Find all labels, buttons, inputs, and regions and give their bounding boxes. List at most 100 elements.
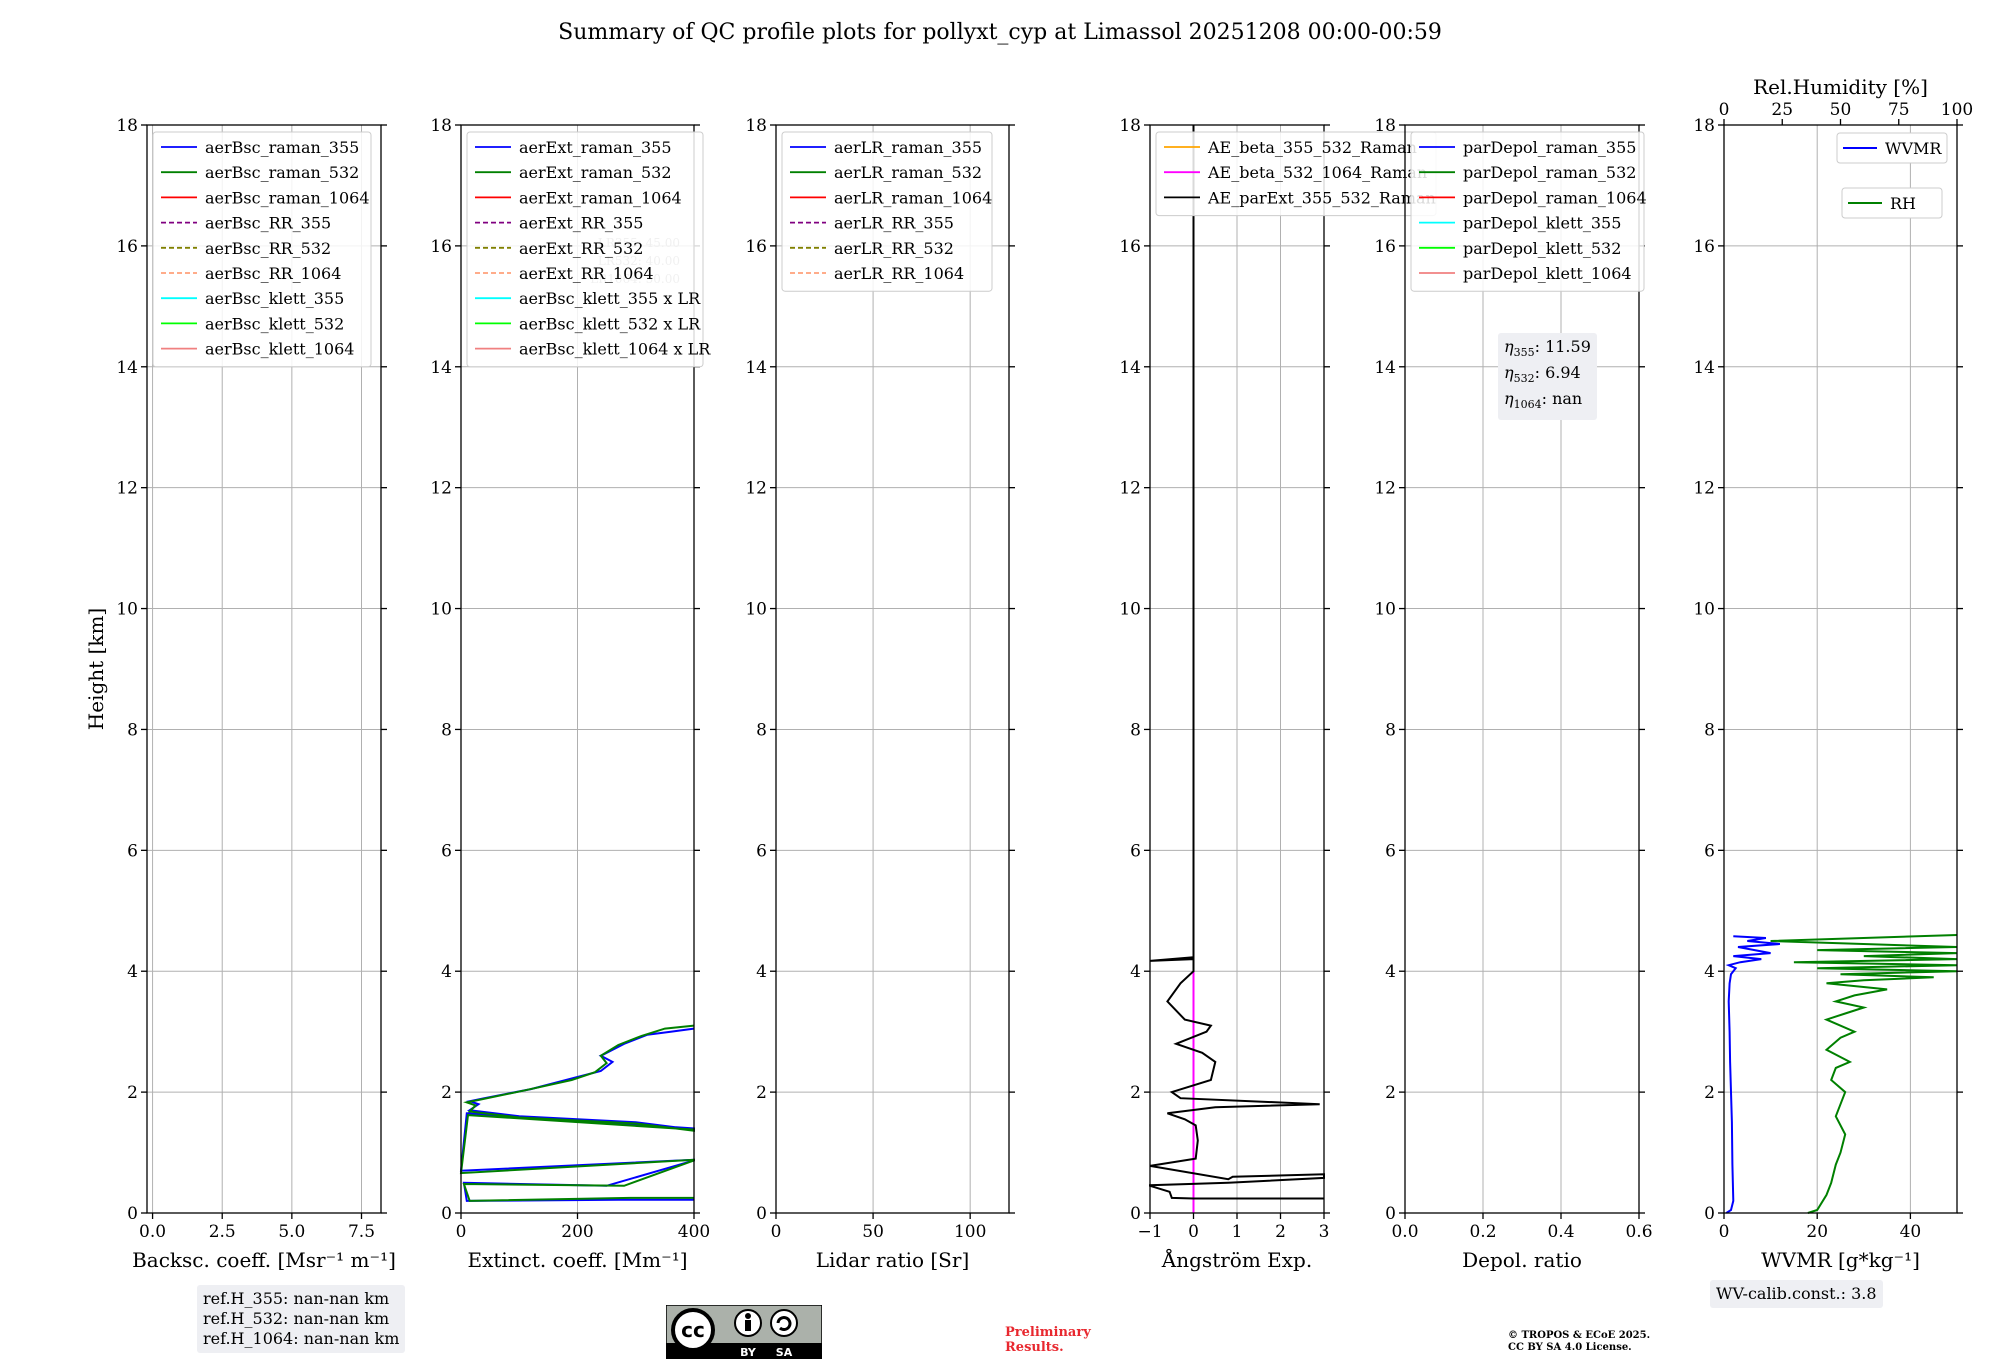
- x-tick-label: 2: [1275, 1222, 1286, 1242]
- y-tick-label: 14: [116, 358, 138, 378]
- x-tick-label: −1: [1137, 1222, 1162, 1242]
- y-tick-label: 14: [745, 358, 767, 378]
- x-tick-label: 20: [1806, 1222, 1828, 1242]
- x2-tick-label: 25: [1771, 100, 1793, 120]
- figure-title: Summary of QC profile plots for pollyxt_…: [558, 20, 1442, 45]
- y-tick-label: 10: [116, 600, 138, 620]
- legend-label: aerBsc_raman_355: [205, 138, 359, 157]
- eta-annotation-box: η355: 11.59 η532: 6.94 η1064: nan: [1498, 333, 1597, 420]
- eta-355: η355: 11.59: [1504, 337, 1591, 360]
- cc-license-badge: cc BY SA: [665, 1304, 823, 1363]
- cc-text: cc: [681, 1318, 705, 1342]
- y-tick-label: 16: [1374, 237, 1396, 257]
- y-tick-label: 8: [756, 720, 767, 740]
- legend-wv-0: WVMR: [1836, 132, 1948, 164]
- legend-label: aerExt_RR_1064: [519, 264, 654, 283]
- legend-ext: aerExt_raman_355 aerExt_raman_532 aerExt_r…: [466, 131, 711, 368]
- axes-frame: [775, 124, 1010, 1214]
- x2-tick-label: 100: [1941, 100, 1973, 120]
- panel-depol: 0 2 4 6 8 10 12 14 16 18 0.0 0.2 0.4 0.6 Depol. ratio p…: [1374, 116, 1652, 1272]
- x-tick-label: 0: [1719, 1222, 1730, 1242]
- y-tick-label: 8: [1385, 720, 1396, 740]
- legend-label: aerBsc_RR_532: [205, 239, 331, 258]
- sa-text: SA: [776, 1346, 793, 1359]
- legend-label: AE_beta_355_532_Raman: [1207, 138, 1417, 157]
- ref-height-1064: ref.H_1064: nan-nan km: [203, 1329, 400, 1348]
- series-WVMR: [1725, 935, 1780, 1214]
- axes-frame: [146, 124, 382, 1214]
- legend-label: WVMR: [1885, 139, 1942, 158]
- y-tick-label: 6: [1385, 841, 1396, 861]
- legend-label: aerBsc_klett_1064 x LR: [519, 340, 711, 359]
- y-tick-label: 2: [441, 1083, 452, 1103]
- legend-label: aerLR_raman_355: [834, 138, 982, 157]
- legend-label: parDepol_raman_355: [1463, 138, 1636, 157]
- y-tick-label: 18: [1374, 116, 1396, 136]
- x2-tick-label: 0: [1719, 100, 1730, 120]
- legend-box: [1841, 187, 1943, 219]
- x-tick-label: 0.2: [1469, 1222, 1496, 1242]
- y-tick-label: 14: [1693, 358, 1715, 378]
- sa-icon: [770, 1309, 798, 1337]
- x-axis-label: Ångström Exp.: [1161, 1247, 1312, 1272]
- axes-frame: [1404, 124, 1640, 1214]
- y-tick-label: 16: [1693, 237, 1715, 257]
- preliminary-note: Preliminary Results.: [1005, 1325, 1091, 1355]
- y-tick-label: 2: [1130, 1083, 1141, 1103]
- legend-label: parDepol_klett_355: [1463, 214, 1621, 233]
- y-tick-label: 8: [441, 720, 452, 740]
- legend-label: aerBsc_klett_355 x LR: [519, 289, 701, 308]
- x-tick-label: 50: [862, 1222, 884, 1242]
- legend-label: aerExt_raman_1064: [519, 188, 682, 207]
- legend-label: aerExt_RR_532: [519, 239, 643, 258]
- x-tick-label: 0.4: [1547, 1222, 1574, 1242]
- legend-label: aerLR_RR_355: [834, 214, 954, 233]
- y-tick-label: 4: [1130, 962, 1141, 982]
- y-tick-label: 0: [127, 1204, 138, 1224]
- legend-label: AE_beta_532_1064_Raman: [1207, 163, 1427, 182]
- legend-label: aerBsc_raman_532: [205, 163, 359, 182]
- x-tick-label: 100: [954, 1222, 986, 1242]
- y-tick-label: 6: [1130, 841, 1141, 861]
- x-tick-label: 0.6: [1625, 1222, 1652, 1242]
- y-tick-label: 4: [756, 962, 767, 982]
- eta-532: η532: 6.94: [1504, 363, 1581, 386]
- legend-label: aerExt_raman_355: [519, 138, 672, 157]
- series-aerExt_raman_532: [459, 1024, 695, 1202]
- x2-tick-label: 50: [1830, 100, 1852, 120]
- series-AE_parExt_355_532_Raman: [1149, 125, 1325, 1200]
- y-tick-label: 12: [430, 479, 452, 499]
- x-tick-label: 400: [678, 1222, 710, 1242]
- wv-calib-box: WV-calib.const.: 3.8: [1710, 1280, 1883, 1308]
- y-tick-label: 16: [1119, 237, 1141, 257]
- y-tick-label: 2: [1385, 1083, 1396, 1103]
- legend-label: aerLR_RR_532: [834, 239, 954, 258]
- legend-label: aerBsc_klett_532: [205, 314, 344, 333]
- by-text: BY: [740, 1346, 757, 1359]
- copyright-line-2: CC BY SA 4.0 License.: [1508, 1342, 1632, 1353]
- legend-label: aerBsc_klett_532 x LR: [519, 314, 701, 333]
- y-tick-label: 4: [1385, 962, 1396, 982]
- y-tick-label: 16: [745, 237, 767, 257]
- x-tick-label: 0: [1188, 1222, 1199, 1242]
- x-tick-label: 7.5: [348, 1222, 375, 1242]
- legend-label: aerExt_raman_532: [519, 163, 672, 182]
- legend-label: parDepol_raman_532: [1463, 163, 1636, 182]
- y-tick-label: 18: [430, 116, 452, 136]
- copyright-line-1: © TROPOS & ECoE 2025.: [1508, 1330, 1651, 1341]
- y-tick-label: 12: [116, 479, 138, 499]
- legend-label: aerBsc_klett_355: [205, 289, 344, 308]
- legend-box: [152, 131, 372, 368]
- x-axis-label: Extinct. coeff. [Mm⁻¹]: [467, 1248, 687, 1272]
- y-tick-label: 14: [1119, 358, 1141, 378]
- y-tick-label: 8: [1704, 720, 1715, 740]
- y-tick-label: 10: [1374, 600, 1396, 620]
- x-axis-label: WVMR [g*kg⁻¹]: [1761, 1248, 1920, 1272]
- panel-ext: 0 2 4 6 8 10 12 14 16 18 0 200 400 Extinct. coeff. [M…: [430, 116, 711, 1272]
- legend-label: aerBsc_RR_355: [205, 214, 331, 233]
- y-tick-label: 8: [127, 720, 138, 740]
- y-tick-label: 18: [1119, 116, 1141, 136]
- y-axis-label: Height [km]: [84, 608, 108, 730]
